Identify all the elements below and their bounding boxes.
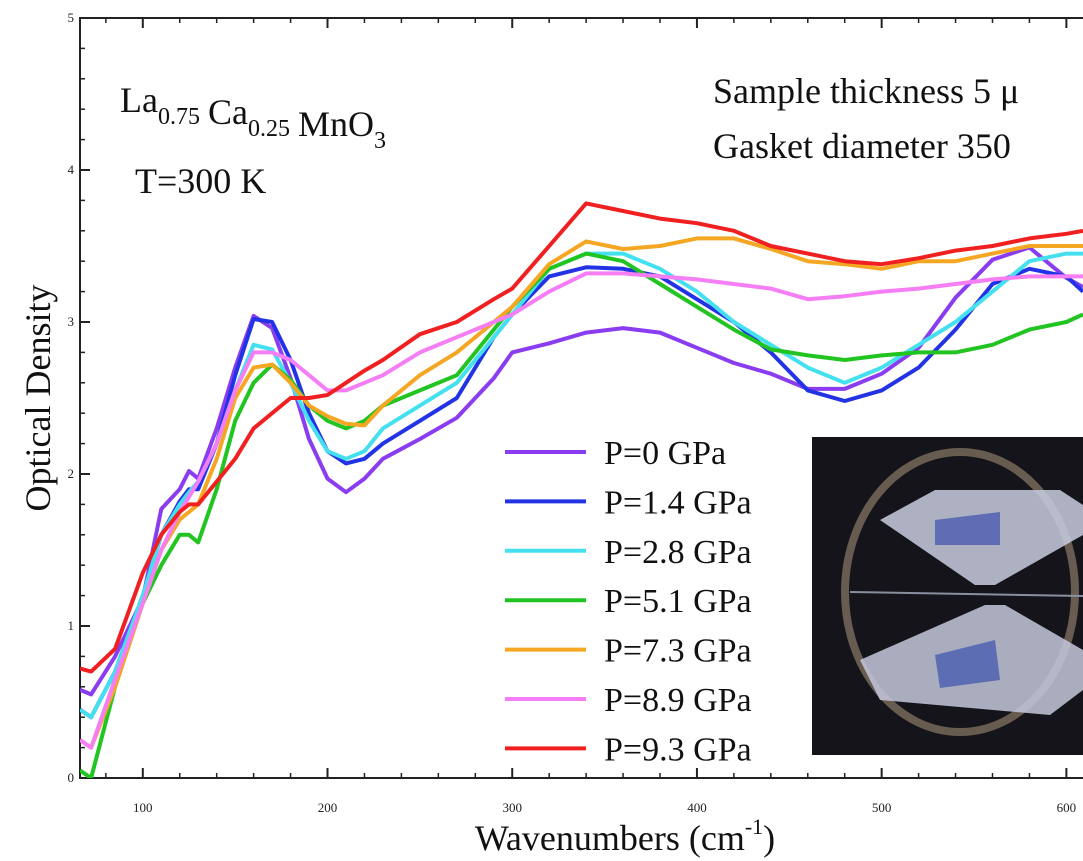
y-axis-label: Optical Density [18,285,58,512]
gasket-note: Gasket diameter 350 [713,126,1011,166]
y-tick-label: 1 [68,618,75,633]
formula: La0.75 Ca0.25 MnO3 [120,80,386,154]
legend-label: P=7.3 GPa [604,633,752,670]
series-line [80,251,1083,778]
formula-sub: 0.75 [158,104,200,130]
x-tick-label: 100 [133,800,153,815]
legend: P=0 GPa P=1.4 GPa P=2.8 GPa P=5.1 GPa P=7.3 … [505,435,752,768]
series-line [80,236,1083,750]
y-tick-label: 3 [68,314,75,329]
y-tick-label: 0 [68,770,75,785]
legend-label: P=1.4 GPa [604,484,752,521]
formula-sub: 0.25 [248,116,290,142]
x-axis-label-sup: -1 [745,814,763,839]
legend-label: P=8.9 GPa [604,682,752,719]
series-line [80,201,1083,674]
thickness-note: Sample thickness 5 μ [713,71,1019,111]
y-tick-label: 5 [68,10,75,25]
lines [80,201,1083,778]
x-tick-label: 200 [318,800,338,815]
x-axis-label-text: Wavenumbers (cm [475,818,745,858]
x-tick-label: 300 [502,800,522,815]
series-line [80,271,1083,750]
legend-label: P=5.1 GPa [604,583,752,620]
legend-label: P=9.3 GPa [604,731,752,768]
ticks: 0 1 2 3 4 5 100 200 300 400 500 600 [68,10,1077,815]
formula-sub: 3 [374,128,386,154]
formula-part: La [120,80,158,120]
x-tick-label: 600 [1057,800,1077,815]
plot-frame [79,17,1083,779]
formula-part: MnO [298,104,374,144]
x-tick-label: 500 [872,800,892,815]
legend-label: P=2.8 GPa [604,534,752,571]
y-tick-label: 4 [68,162,75,177]
legend-label: P=0 GPa [604,435,726,472]
inset-photo [812,437,1083,755]
x-axis-label-end: ) [763,818,775,858]
temperature: T=300 K [135,161,266,201]
x-tick-label: 400 [687,800,707,815]
series-line [80,245,1083,697]
formula-part: Ca [208,92,248,132]
x-axis-label: Wavenumbers (cm-1) [475,814,775,858]
y-tick-label: 2 [68,466,75,481]
